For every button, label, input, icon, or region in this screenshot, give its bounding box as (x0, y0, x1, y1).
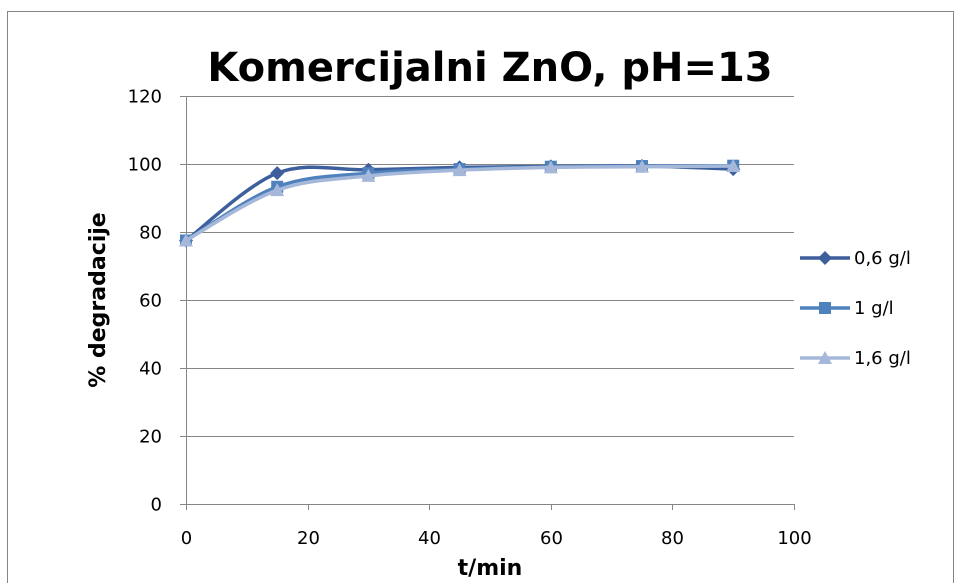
tick-labels: 0 20 40 60 80 100 120 0 20 40 60 80 100 (128, 87, 812, 550)
series-3 (179, 159, 741, 247)
x-tick-label: 80 (661, 528, 684, 549)
y-tick-label: 80 (139, 223, 162, 244)
legend-swatch-marker (818, 351, 832, 364)
axes (180, 96, 795, 510)
legend-label: 1 g/l (854, 298, 894, 319)
data-point-s3-0 (179, 233, 193, 247)
series-layer (179, 159, 741, 248)
x-axis-title: t/min (458, 556, 523, 581)
y-tick-label: 40 (139, 359, 162, 380)
chart-border (7, 11, 954, 583)
legend-swatch-marker (819, 302, 831, 314)
legend: 0,6 g/l 1 g/l 1,6 g/l (800, 248, 911, 369)
x-tick-label: 40 (418, 528, 441, 549)
data-point-s3-1 (270, 183, 285, 197)
y-tick-label: 120 (128, 87, 162, 108)
legend-item-3: 1,6 g/l (800, 348, 911, 369)
data-point-s3-2 (361, 168, 376, 182)
y-axis-title: % degradacije (86, 212, 111, 387)
legend-label: 0,6 g/l (854, 248, 911, 269)
data-point-s1-1 (270, 166, 285, 181)
x-tick-label: 0 (181, 528, 192, 549)
x-tick-label: 60 (540, 528, 563, 549)
y-tick-label: 20 (139, 427, 162, 448)
data-point-s3-3 (452, 163, 467, 177)
y-tick-label: 100 (128, 155, 162, 176)
x-tick-label: 100 (777, 528, 811, 549)
y-tick-label: 0 (151, 495, 162, 516)
data-point-s3-6 (726, 159, 741, 173)
y-tick-label: 60 (139, 291, 162, 312)
legend-item-1: 0,6 g/l (800, 248, 911, 269)
legend-item-2: 1 g/l (800, 298, 894, 319)
legend-label: 1,6 g/l (854, 348, 911, 369)
data-point-s3-5 (635, 159, 649, 173)
legend-swatch-marker (818, 251, 832, 265)
chart-title: Komercijalni ZnO, pH=13 (207, 45, 772, 91)
x-tick-label: 20 (297, 528, 320, 549)
data-point-s3-4 (543, 160, 558, 174)
